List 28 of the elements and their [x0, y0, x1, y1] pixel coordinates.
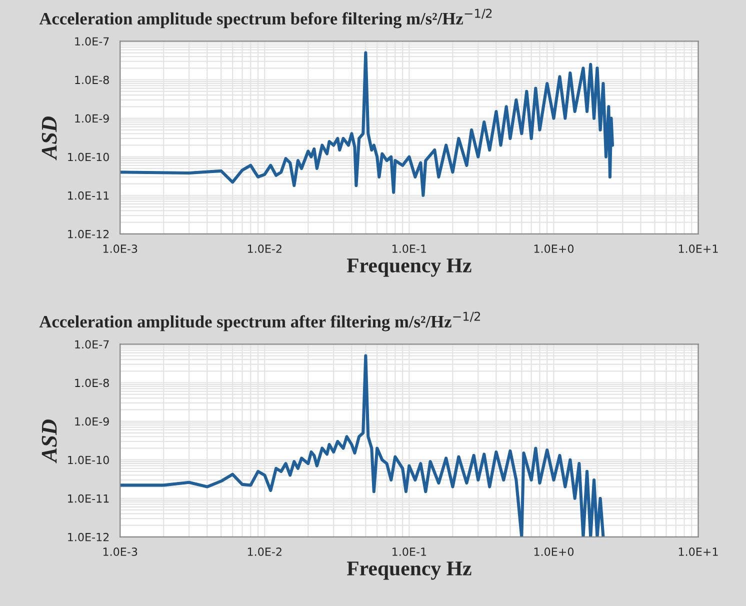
y-tick-label: 1.0E-12 [68, 532, 109, 542]
y-tick-label: 1.0E-9 [75, 417, 109, 426]
x-tick-label: 1.0E-2 [248, 548, 282, 556]
x-tick-label: 1.0E-2 [248, 244, 282, 253]
y-tick-label: 1.0E-11 [68, 191, 109, 200]
chart-title: Acceleration amplitude spectrum before filtering m/s²/Hz$^{−1/2}$ [39, 8, 492, 28]
x-tick-label: 1.0E-1 [392, 244, 426, 253]
x-tick-label: 1.0E+0 [534, 548, 574, 556]
x-tick-label: 1.0E+0 [534, 244, 574, 253]
x-axis-title: Frequency Hz [346, 562, 472, 580]
y-tick-label: 1.0E-11 [68, 494, 109, 503]
x-axis-title: Frequency Hz [346, 258, 472, 277]
y-tick-label: 1.0E-9 [75, 114, 109, 123]
y-tick-label: 1.0E-10 [68, 456, 109, 464]
y-tick-label: 1.0E-10 [68, 152, 109, 162]
y-tick-label: 1.0E-8 [75, 378, 109, 388]
x-tick-label: 1.0E+1 [678, 548, 718, 556]
y-axis-title: ASD [42, 419, 57, 464]
x-tick-label: 1.0E-3 [103, 244, 138, 253]
x-tick-label: 1.0E-3 [103, 548, 138, 556]
x-tick-label: 1.0E-1 [392, 548, 426, 556]
x-tick-label: 1.0E+1 [678, 244, 718, 253]
y-axis-title: ASD [42, 116, 57, 160]
y-tick-label: 1.0E-12 [68, 230, 109, 238]
chart-title: Acceleration amplitude spectrum after filtering m/s²/Hz$^{−1/2}$ [39, 312, 480, 332]
y-tick-label: 1.0E-7 [75, 340, 109, 349]
y-tick-label: 1.0E-8 [75, 76, 109, 84]
y-tick-label: 1.0E-7 [75, 37, 109, 46]
